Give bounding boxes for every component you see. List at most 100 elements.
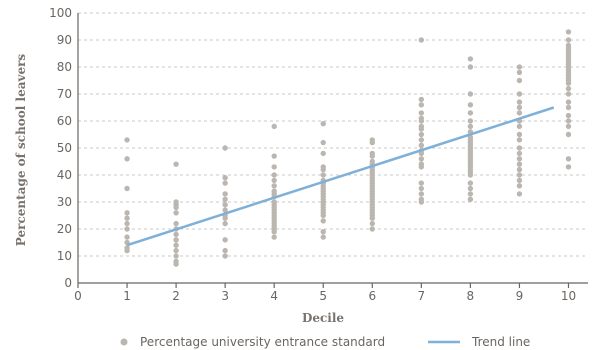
y-tick-label: 20 <box>57 222 72 236</box>
data-point <box>320 212 326 219</box>
data-point <box>124 234 130 240</box>
data-point <box>173 220 179 227</box>
data-point <box>124 210 130 216</box>
data-point <box>516 172 523 178</box>
data-point <box>516 156 523 162</box>
data-point <box>271 229 277 235</box>
points-layer <box>124 29 572 267</box>
data-point <box>173 204 179 211</box>
legend-point-swatch <box>120 338 128 346</box>
y-tick-label: 100 <box>49 6 72 20</box>
data-point <box>516 104 523 111</box>
y-tick-label: 80 <box>57 60 72 74</box>
y-axis-title: Percentage of school leavers <box>14 54 28 247</box>
trend-layer <box>126 106 555 247</box>
data-point <box>369 215 375 221</box>
data-point <box>516 137 523 143</box>
data-point <box>565 164 572 170</box>
data-point <box>173 242 179 248</box>
data-point <box>467 110 474 116</box>
x-tick-label: 0 <box>74 289 82 303</box>
data-point <box>516 150 523 157</box>
data-point <box>320 172 326 178</box>
data-point <box>124 156 130 162</box>
x-tick-label: 1 <box>123 289 131 303</box>
data-point <box>222 191 228 197</box>
data-point <box>418 110 425 116</box>
data-point <box>516 64 523 70</box>
data-point <box>565 118 572 124</box>
data-point <box>320 166 326 173</box>
data-point <box>271 183 277 189</box>
data-point <box>124 185 130 192</box>
data-point <box>369 139 375 146</box>
data-point <box>467 64 474 70</box>
data-point <box>320 218 326 224</box>
data-point <box>271 234 277 240</box>
data-point <box>320 150 326 157</box>
axes-layer <box>77 13 588 288</box>
x-tick-label: 9 <box>516 289 524 303</box>
data-point <box>565 99 572 105</box>
data-point <box>124 226 130 232</box>
x-tick-label: 5 <box>319 289 327 303</box>
x-tick-label: 7 <box>418 289 426 303</box>
x-tick-label: 6 <box>368 289 376 303</box>
y-tick-label: 60 <box>57 114 72 128</box>
data-point <box>222 196 228 202</box>
data-point <box>565 156 572 162</box>
data-point <box>418 164 425 170</box>
data-point <box>418 191 425 197</box>
x-tick-label: 8 <box>467 289 475 303</box>
data-point <box>173 247 179 254</box>
data-point <box>320 229 326 235</box>
x-tick-label: 4 <box>270 289 278 303</box>
data-point <box>418 37 425 43</box>
data-point <box>516 99 523 105</box>
data-point <box>418 156 425 162</box>
data-point <box>418 131 425 138</box>
data-point <box>516 91 523 97</box>
data-point <box>222 207 228 213</box>
data-point <box>124 220 130 227</box>
data-point <box>271 123 277 130</box>
data-point <box>467 123 474 130</box>
data-point <box>565 85 572 92</box>
data-point <box>418 118 425 124</box>
data-point <box>222 215 228 221</box>
data-point <box>565 37 572 43</box>
data-point <box>418 126 425 132</box>
data-point <box>565 29 572 35</box>
data-point <box>565 91 572 97</box>
data-point <box>271 153 277 159</box>
data-point <box>173 253 179 259</box>
data-point <box>516 110 523 116</box>
data-point <box>516 166 523 173</box>
data-point <box>516 183 523 189</box>
data-point <box>222 220 228 227</box>
grid-layer <box>78 12 588 257</box>
data-point <box>222 175 228 181</box>
data-point <box>467 180 474 186</box>
data-point <box>467 185 474 192</box>
data-point <box>467 56 474 62</box>
data-point <box>320 139 326 146</box>
data-point <box>271 177 277 184</box>
y-tick-label: 30 <box>57 195 72 209</box>
data-point <box>173 210 179 216</box>
data-point <box>467 91 474 97</box>
y-tick-label: 0 <box>64 276 72 290</box>
data-point <box>173 161 179 167</box>
data-point <box>418 180 425 186</box>
data-point <box>124 215 130 221</box>
data-point <box>516 191 523 197</box>
y-tick-label: 70 <box>57 87 72 101</box>
legend-label-trend: Trend line <box>471 335 530 349</box>
data-point <box>467 118 474 124</box>
labels-layer: 0 10 20 30 40 50 60 70 80 90 100 0 1 2 3 4 5 6 7 8 9 10 <box>49 6 576 303</box>
data-point <box>124 137 130 143</box>
data-point <box>516 145 523 151</box>
x-tick-label: 3 <box>221 289 229 303</box>
data-point <box>516 69 523 76</box>
data-point <box>516 77 523 84</box>
